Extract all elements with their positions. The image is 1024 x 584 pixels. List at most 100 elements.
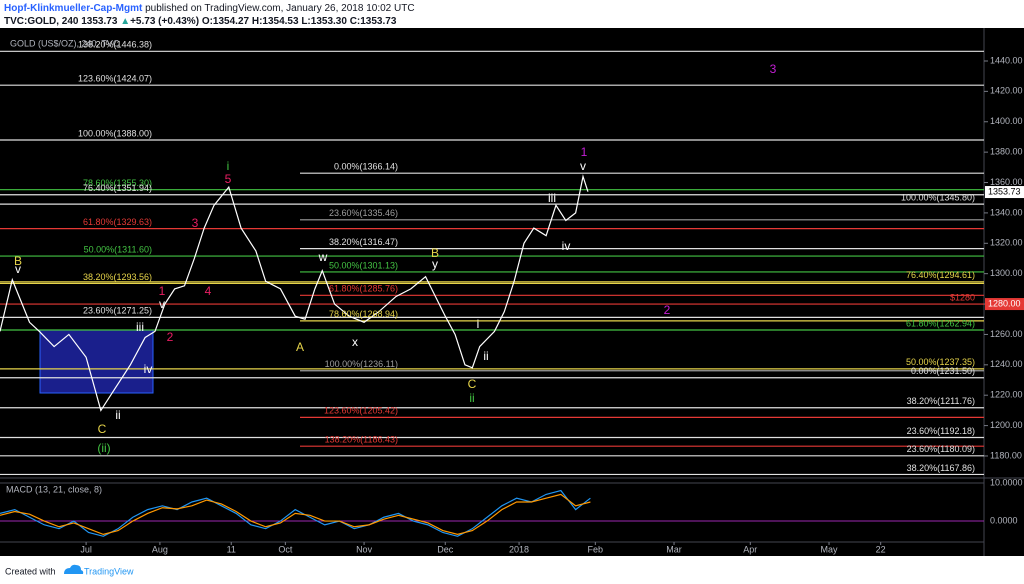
wave-label: iv bbox=[144, 362, 153, 376]
macd-tick-label: 10.0000 bbox=[990, 477, 1023, 487]
x-tick-label: May bbox=[821, 544, 839, 554]
fib-label: 78.60%(1355.30) bbox=[83, 178, 152, 188]
fib-label: 50.00%(1301.13) bbox=[329, 260, 398, 270]
fib-label: 61.80%(1285.76) bbox=[329, 284, 398, 294]
x-tick-label: Aug bbox=[152, 544, 168, 554]
y-tick-label: 1220.00 bbox=[990, 390, 1023, 400]
y-tick-label: 1320.00 bbox=[990, 238, 1023, 248]
chart-bg bbox=[0, 28, 1024, 556]
wave-label: 2 bbox=[664, 303, 671, 317]
wave-label: y bbox=[432, 257, 438, 271]
fib-label: 38.20%(1316.47) bbox=[329, 237, 398, 247]
x-tick-label: Nov bbox=[356, 544, 373, 554]
y-tick-label: 1440.00 bbox=[990, 55, 1023, 65]
y-tick-label: 1400.00 bbox=[990, 116, 1023, 126]
wave-label: 3 bbox=[770, 62, 777, 76]
fib-label: 23.60%(1192.18) bbox=[907, 426, 975, 436]
fib-label: 76.40%(1294.61) bbox=[906, 270, 975, 280]
wave-label: iv bbox=[562, 239, 571, 253]
y-tick-label: 1240.00 bbox=[990, 359, 1023, 369]
symbol-title: GOLD (US$/OZ), 240, TVC bbox=[10, 38, 120, 48]
wave-label: 1 bbox=[581, 145, 588, 159]
fib-label: 61.80%(1262.94) bbox=[906, 318, 975, 328]
logo-icon bbox=[64, 564, 84, 574]
fib-label: 38.20%(1293.56) bbox=[83, 272, 152, 282]
fib-label: $1280 bbox=[950, 292, 975, 302]
wave-label: B bbox=[14, 254, 22, 268]
range-box bbox=[39, 329, 154, 394]
x-tick-label: Dec bbox=[437, 544, 454, 554]
macd-line bbox=[0, 493, 591, 536]
key-price-label: 1280.00 bbox=[988, 298, 1021, 308]
x-tick-label: Jul bbox=[80, 544, 92, 554]
macd-tick-label: 0.0000 bbox=[990, 515, 1018, 525]
fib-label: 138.20%(1186.43) bbox=[325, 435, 398, 445]
y-tick-label: 1420.00 bbox=[990, 86, 1023, 96]
change: +5.73 (+0.43%) bbox=[130, 16, 199, 27]
x-tick-label: 11 bbox=[227, 544, 236, 554]
y-tick-label: 1300.00 bbox=[990, 268, 1023, 278]
fib-label: 0.00%(1366.14) bbox=[334, 162, 398, 172]
wave-label: ii bbox=[469, 391, 474, 405]
macd-title: MACD (13, 21, close, 8) bbox=[6, 484, 102, 494]
macd-pane bbox=[0, 482, 984, 537]
last: 1353.73 bbox=[81, 16, 118, 27]
author[interactable]: Hopf-Klinkmueller-Cap-Mgmt bbox=[4, 3, 143, 14]
ohlc: O:1354.27 H:1354.53 L:1353.30 C:1353.73 bbox=[202, 16, 397, 27]
wave-label: w bbox=[318, 250, 328, 264]
wave-label: C bbox=[468, 377, 477, 391]
fib-label: 123.60%(1205.42) bbox=[324, 406, 398, 416]
wave-label: i bbox=[477, 317, 480, 331]
fib-label: 0.00%(1231.50) bbox=[911, 366, 975, 376]
wave-label: ii bbox=[115, 408, 120, 422]
wave-label: i bbox=[227, 159, 230, 173]
symbol: TVC:GOLD, 240 bbox=[4, 16, 79, 27]
wave-label: ii bbox=[483, 349, 488, 363]
fib-label: 78.60%(1268.94) bbox=[329, 309, 398, 319]
created-with: Created with bbox=[5, 566, 56, 576]
header-line-1: Hopf-Klinkmueller-Cap-Mgmt published on … bbox=[4, 3, 415, 14]
wave-label: iii bbox=[548, 191, 556, 205]
wave-label: x bbox=[352, 335, 358, 349]
wave-label: 4 bbox=[205, 284, 212, 298]
fib-label: 23.60%(1271.25) bbox=[83, 306, 152, 316]
wave-label: v bbox=[15, 262, 21, 276]
wave-label: 3 bbox=[192, 216, 199, 230]
fib-levels bbox=[0, 50, 984, 476]
price-pane bbox=[0, 174, 589, 412]
price-line bbox=[0, 174, 589, 412]
x-tick-label: Feb bbox=[588, 544, 604, 554]
wave-label: v bbox=[580, 159, 586, 173]
brand[interactable]: TradingView bbox=[84, 566, 134, 576]
y-tick-label: 1180.00 bbox=[990, 450, 1022, 460]
published: published on TradingView.com, January 26… bbox=[142, 3, 414, 14]
fib-label: 38.20%(1167.86) bbox=[907, 463, 975, 473]
y-tick-label: 1260.00 bbox=[990, 329, 1023, 339]
wave-label: B bbox=[431, 246, 439, 260]
wave-label: (ii) bbox=[97, 441, 110, 455]
wave-label: 5 bbox=[225, 172, 232, 186]
y-tick-label: 1200.00 bbox=[990, 420, 1023, 430]
wave-label: C bbox=[98, 422, 107, 436]
fib-label: 100.00%(1345.80) bbox=[901, 192, 975, 202]
x-tick-label: 22 bbox=[876, 544, 886, 554]
key-price-tag bbox=[985, 298, 1024, 311]
fib-label: 23.60%(1180.09) bbox=[907, 444, 975, 454]
fib-label: 100.00%(1388.00) bbox=[78, 128, 152, 138]
fib-label: 61.80%(1329.63) bbox=[83, 217, 152, 227]
fib-label: 50.00%(1237.35) bbox=[906, 357, 975, 367]
wave-label: v bbox=[159, 297, 165, 311]
fib-label: 100.00%(1236.11) bbox=[325, 359, 398, 369]
y-tick-label: 1380.00 bbox=[990, 147, 1023, 157]
x-tick-label: Mar bbox=[666, 544, 682, 554]
fib-label: 50.00%(1311.60) bbox=[84, 244, 152, 254]
fib-label: 123.60%(1424.07) bbox=[78, 74, 152, 84]
arrow: ▲ bbox=[120, 16, 130, 27]
wave-label: iii bbox=[136, 320, 144, 334]
last-price-label: 1353.73 bbox=[988, 186, 1021, 196]
wave-label: A bbox=[296, 340, 304, 354]
macd-line bbox=[0, 489, 591, 537]
y-tick-label: 1340.00 bbox=[990, 207, 1023, 217]
last-price-tag bbox=[985, 186, 1024, 199]
